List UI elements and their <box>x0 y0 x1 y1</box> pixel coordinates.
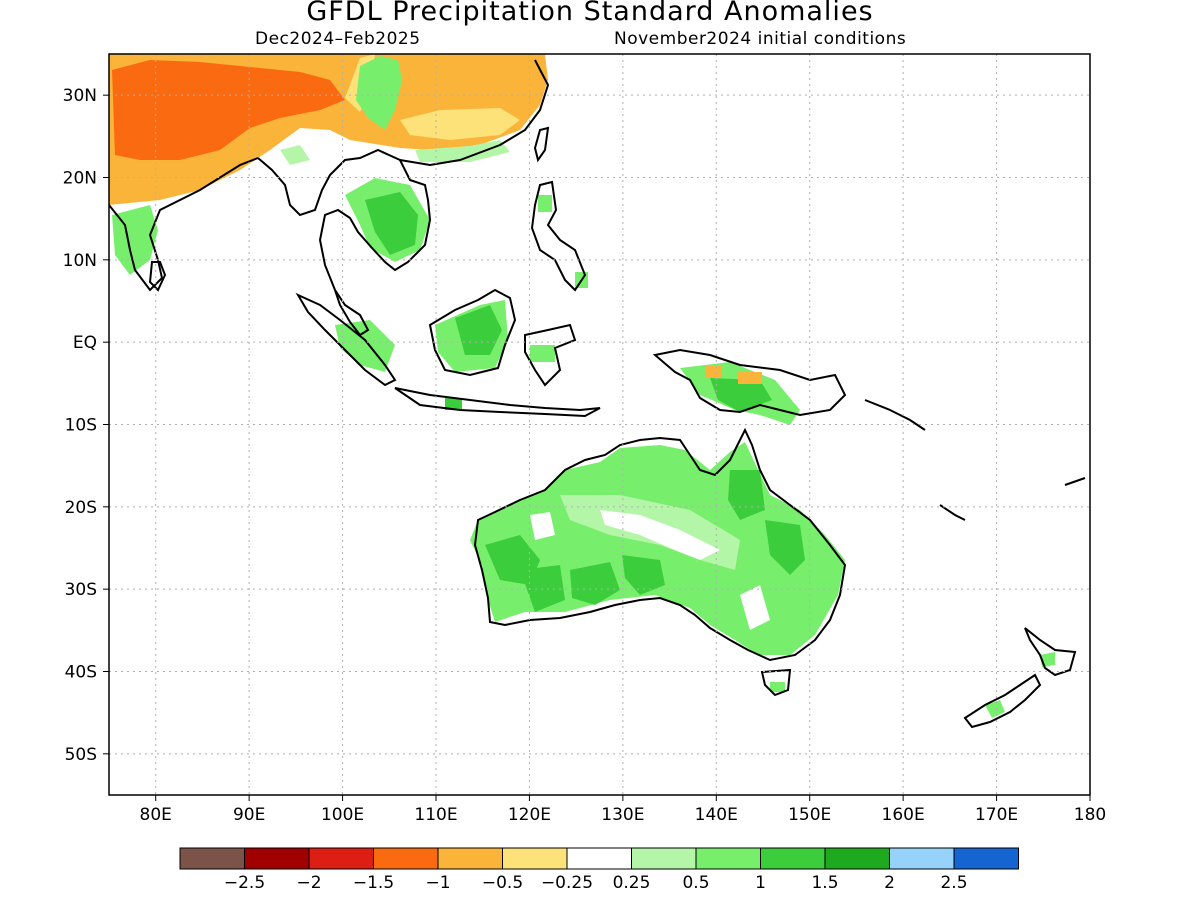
colorbar-label: −0.25 <box>541 873 593 893</box>
colorbar-swatch <box>179 847 245 870</box>
coastline-vanuatu-fiji <box>939 477 1086 521</box>
colorbar-swatch <box>760 847 826 870</box>
colorbar-label: −0.5 <box>482 873 523 893</box>
coastline-srilanka <box>148 261 167 292</box>
colorbar-swatch <box>824 847 890 870</box>
coastline-sumatra <box>295 292 397 387</box>
anomaly-region-green-china <box>356 56 402 130</box>
anomaly-region-green-sulawesi <box>530 195 588 362</box>
colorbar-swatch <box>566 847 632 870</box>
anomaly-region-green-china-2 <box>280 140 510 165</box>
forecast-period: Dec2024–Feb2025 <box>255 29 421 49</box>
anomaly-region-white-australia <box>530 510 770 630</box>
lon-label: 130E <box>601 805 644 825</box>
colorbar <box>179 847 1019 870</box>
plot-frame <box>108 53 1091 796</box>
coastline-india <box>109 157 259 292</box>
colorbar-label: 2.5 <box>940 873 967 893</box>
lat-label: 40S <box>65 663 97 683</box>
anomaly-region-green-australia-dark <box>485 470 805 612</box>
colorbar-label: 2 <box>884 873 895 893</box>
lon-label: 180 <box>1074 805 1106 825</box>
map-title: GFDL Precipitation Standard Anomalies <box>306 0 874 27</box>
lat-label: 30S <box>65 580 97 600</box>
colorbar-swatch <box>631 847 697 870</box>
colorbar-label: −2.5 <box>224 873 265 893</box>
lon-label: 150E <box>788 805 831 825</box>
lat-label: 20N <box>63 169 97 189</box>
colorbar-swatch <box>244 847 310 870</box>
coastline-solomon <box>864 399 926 431</box>
colorbar-label: 1 <box>755 873 766 893</box>
initial-conditions-label: November2024 initial conditions <box>614 29 907 49</box>
coastline-sulawesi <box>524 323 577 387</box>
coastline-java <box>394 387 601 418</box>
coastline-newzealand-north <box>1024 627 1077 677</box>
colorbar-label: 0.25 <box>613 873 651 893</box>
anomaly-region-green-java <box>445 398 462 410</box>
coastline-newzealand-south <box>963 673 1042 729</box>
anomaly-region-green-tasmania <box>770 682 785 692</box>
longitude-labels: 80E 90E 100E 110E 120E 130E 140E 150E 160E 170E 18… <box>140 795 1106 825</box>
colorbar-label: −2 <box>296 873 321 893</box>
grid <box>109 54 1091 795</box>
coastlines <box>109 59 1086 729</box>
colorbar-label: −1 <box>425 873 450 893</box>
coastline-newguinea <box>652 348 847 417</box>
anomaly-region-green-indochina-dark <box>365 192 418 255</box>
anomaly-region-green-sumatra <box>335 320 395 372</box>
lat-label: 20S <box>65 498 97 518</box>
colorbar-swatch <box>502 847 568 870</box>
lon-label: 100E <box>321 805 364 825</box>
lon-label: 140E <box>695 805 738 825</box>
colorbar-swatch <box>953 847 1019 870</box>
anomaly-region-orange-dark-2 <box>150 78 330 130</box>
colorbar-swatch <box>308 847 374 870</box>
lon-label: 110E <box>414 805 457 825</box>
lon-label: 120E <box>508 805 551 825</box>
colorbar-labels: −2.5 −2 −1.5 −1 −0.5 −0.25 0.25 0.5 1 1.5 2 2.5 <box>224 873 968 893</box>
colorbar-swatch <box>373 847 439 870</box>
colorbar-label: 1.5 <box>811 873 838 893</box>
anomaly-region-green-newguinea-dark <box>710 378 772 412</box>
coastline-malaysia <box>334 289 370 337</box>
coastline-australia <box>473 427 847 662</box>
lat-label: 10S <box>65 416 97 436</box>
lon-label: 80E <box>140 805 172 825</box>
anomaly-region-green-newzealand <box>985 652 1055 718</box>
coastline-philippines <box>530 180 587 292</box>
colorbar-label: 0.5 <box>682 873 709 893</box>
anomaly-region-orange-newguinea <box>705 366 762 384</box>
coastline-bay-of-bengal-east <box>257 148 432 291</box>
lon-label: 170E <box>975 805 1018 825</box>
latitude-labels: 30N 20N 10N EQ 10S 20S 30S 40S 50S <box>63 86 109 765</box>
anomaly-region-green-borneo-dark <box>455 305 502 355</box>
coastline-taiwan <box>533 126 550 163</box>
lat-label: 50S <box>65 745 97 765</box>
colorbar-label: −1.5 <box>353 873 394 893</box>
lat-label: 10N <box>63 251 97 271</box>
lat-label: 30N <box>63 86 97 106</box>
lon-label: 160E <box>882 805 925 825</box>
colorbar-swatch <box>695 847 761 870</box>
coastline-china <box>399 59 550 167</box>
coastline-borneo <box>428 288 517 377</box>
coastline-tasmania <box>760 668 792 697</box>
colorbar-swatch <box>437 847 503 870</box>
lat-label: EQ <box>73 333 97 353</box>
anomaly-field <box>109 54 1055 718</box>
lon-label: 90E <box>233 805 265 825</box>
anomaly-region-yellow-china-2 <box>400 108 520 140</box>
colorbar-swatch <box>889 847 955 870</box>
